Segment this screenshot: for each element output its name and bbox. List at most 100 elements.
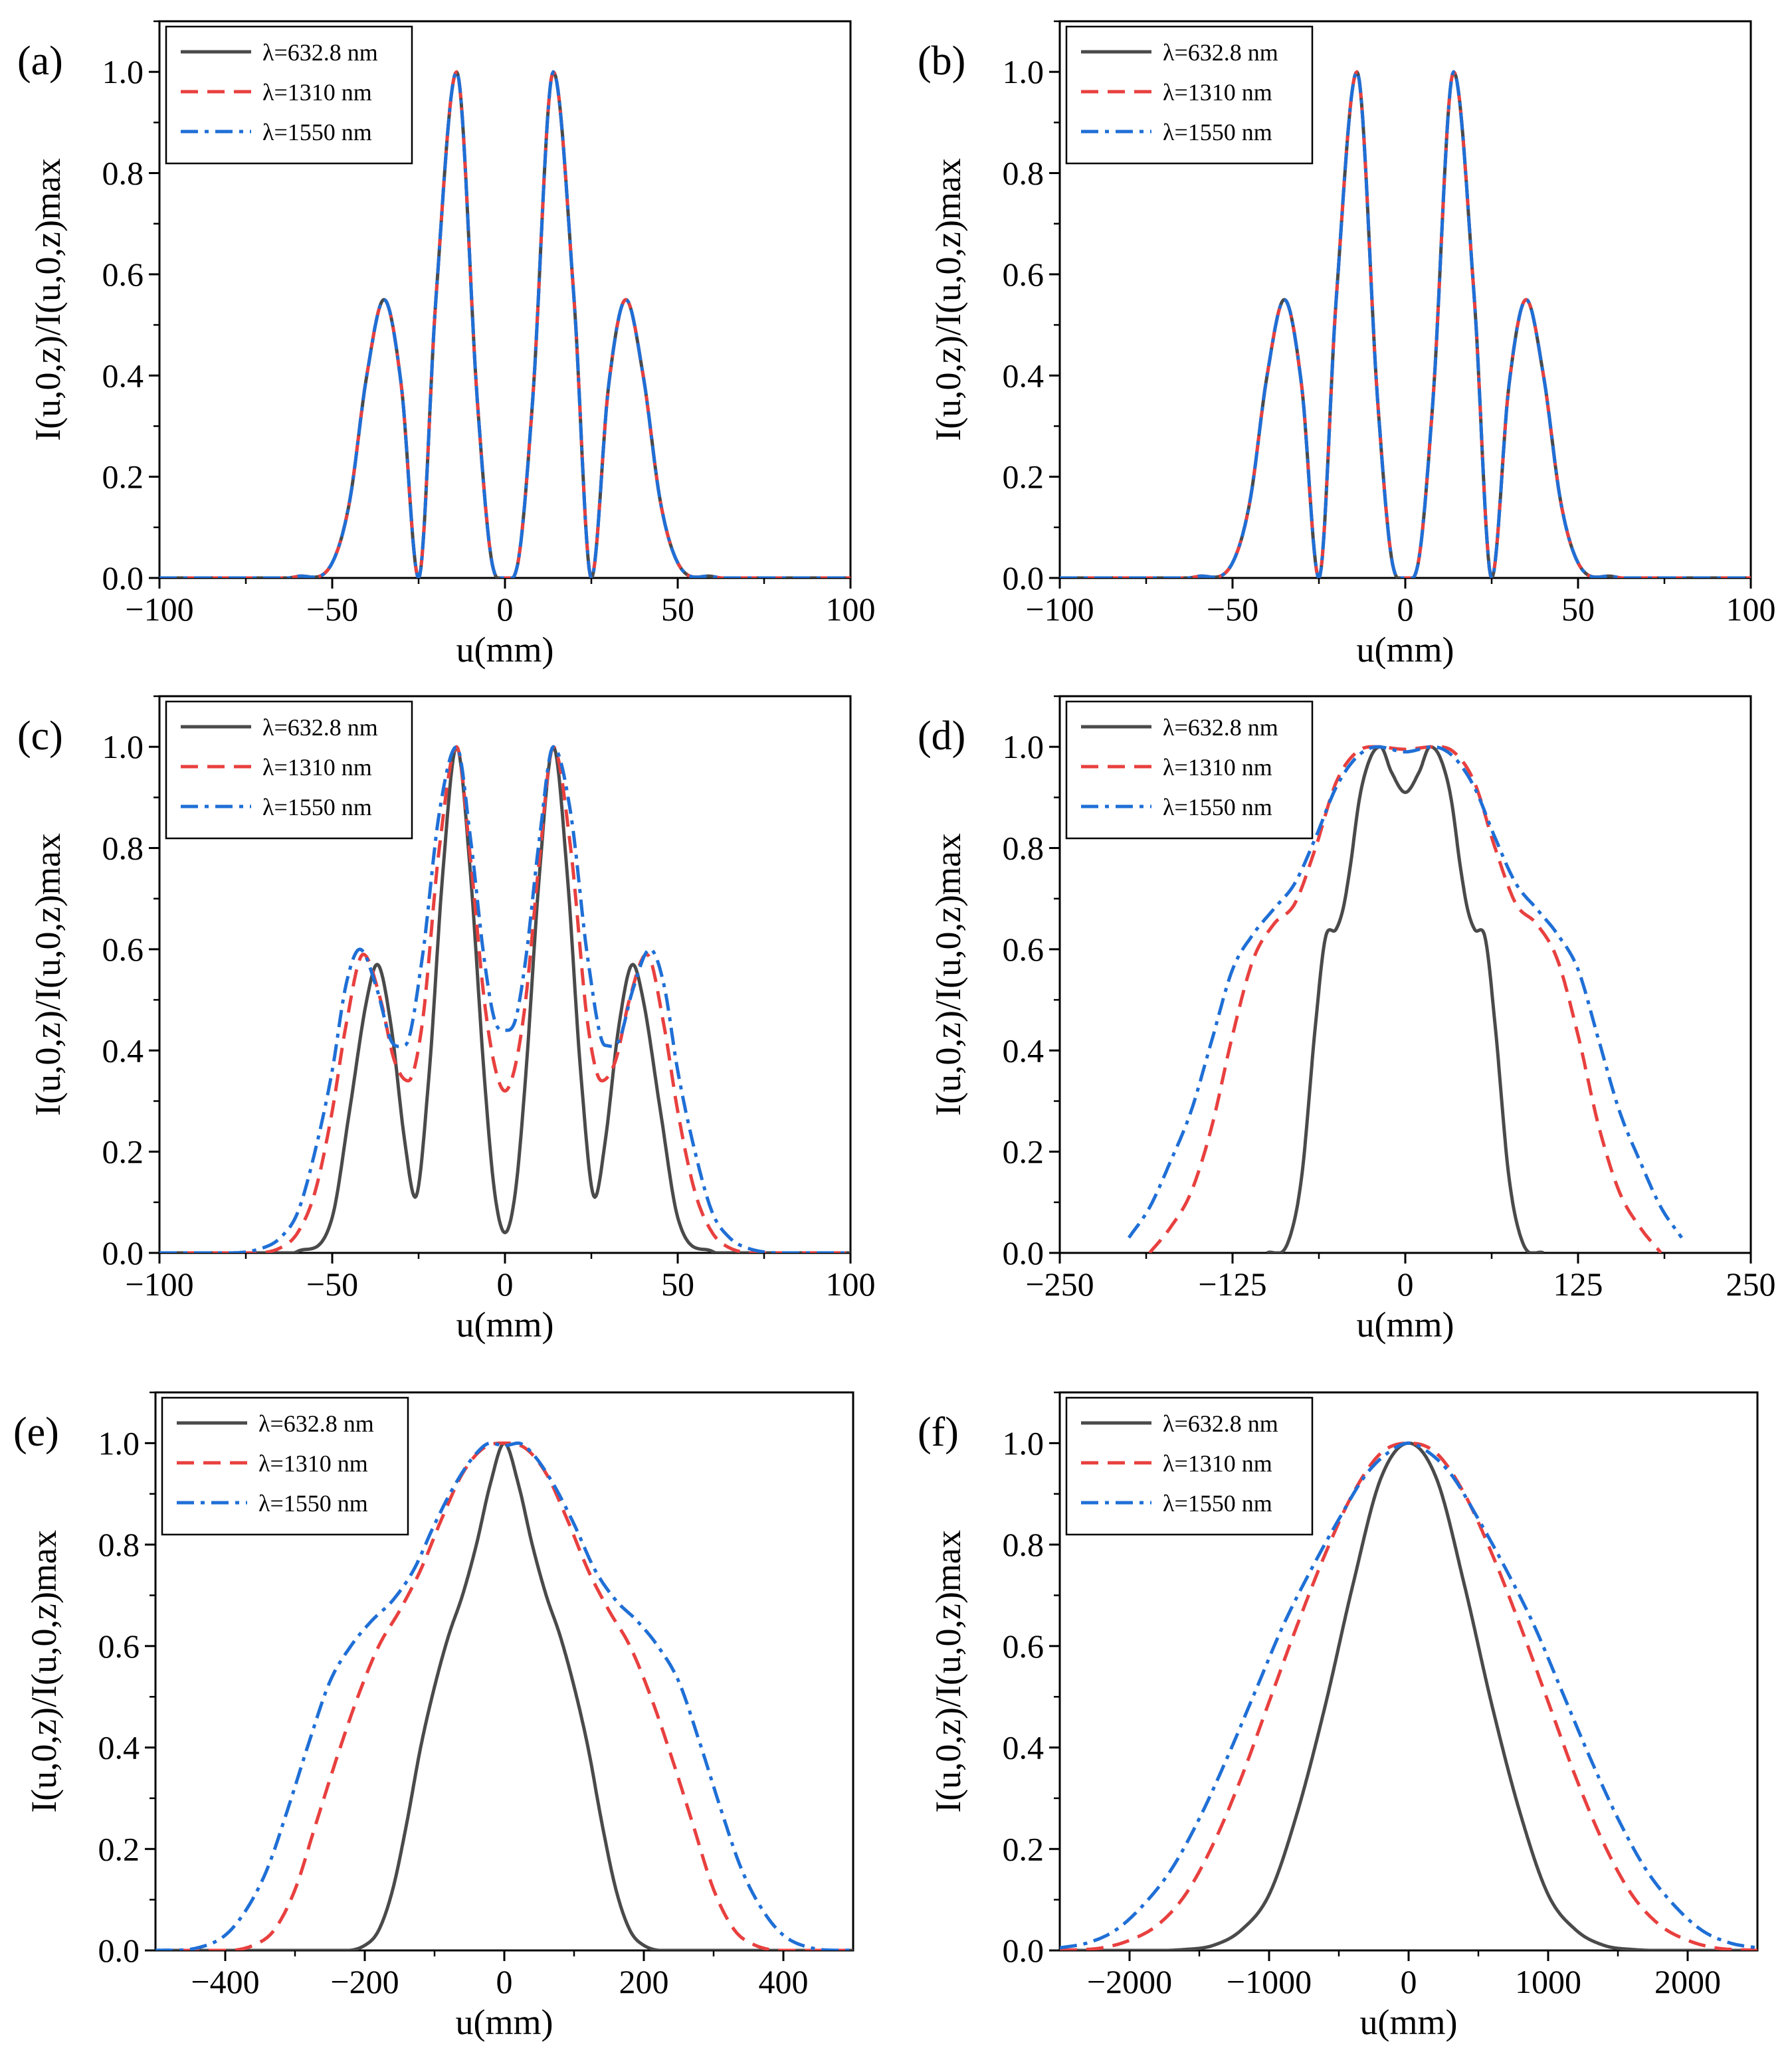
x-axis-title: u(mm) xyxy=(456,2002,553,2042)
legend-label: λ=632.8 nm xyxy=(258,1410,374,1437)
x-tick-label: −50 xyxy=(306,591,358,628)
x-tick-label: −1000 xyxy=(1227,1963,1312,2000)
y-tick-label: 0.8 xyxy=(1003,1526,1044,1563)
legend-box xyxy=(165,25,413,165)
legend-label: λ=1310 nm xyxy=(258,1450,368,1477)
legend-box xyxy=(165,700,413,840)
series-line-c-3 xyxy=(159,745,850,1253)
legend-label: λ=1310 nm xyxy=(1163,754,1272,781)
y-tick-label: 0.8 xyxy=(1003,155,1044,192)
legend: λ=632.8 nm λ=1310 nm λ=1550 nm xyxy=(1065,1396,1314,1536)
legend: λ=632.8 nm λ=1310 nm λ=1550 nm xyxy=(1065,25,1314,165)
legend-label: λ=632.8 nm xyxy=(1163,714,1278,741)
x-axis-title: u(mm) xyxy=(1357,1305,1454,1345)
x-axis-title: u(mm) xyxy=(1360,2002,1458,2042)
y-tick-label: 0.2 xyxy=(102,458,144,496)
legend-label: λ=632.8 nm xyxy=(262,714,378,741)
legend-label: λ=1550 nm xyxy=(1163,119,1272,145)
y-tick-label: 0.2 xyxy=(102,1133,144,1171)
y-tick-label: 1.0 xyxy=(98,1424,140,1461)
y-tick-label: 0.2 xyxy=(1003,1133,1044,1171)
panel-f: −2000 −1000 0 1000 2000 0.0 0.2 0.4 0.6 0.8 1.0 u(m… xyxy=(918,1391,1759,2042)
y-tick-label: 0.4 xyxy=(102,1032,144,1069)
x-tick-label: −100 xyxy=(125,591,193,628)
y-axis-title: I(u,0,z)/I(u,0,z)max xyxy=(24,1530,64,1813)
x-tick-label: 2000 xyxy=(1654,1963,1721,2000)
y-tick-label: 0.0 xyxy=(102,1234,144,1271)
x-tick-label: 0 xyxy=(497,1266,514,1303)
panel-a: −100 −50 0 50 100 0.0 0.2 0.4 0.6 0.8 1.0 u(mm) I(u,… xyxy=(17,20,876,670)
x-tick-label: 100 xyxy=(826,1266,876,1303)
panel-d: −250 −125 0 125 250 0.0 0.2 0.4 0.6 0.8 1.0 u(mm) I(… xyxy=(918,695,1776,1345)
x-tick-label: −100 xyxy=(125,1266,193,1303)
x-tick-label: 400 xyxy=(759,1963,809,2000)
legend-label: λ=1310 nm xyxy=(1163,1450,1272,1477)
y-tick-label: 0.4 xyxy=(98,1729,140,1766)
legend-label: λ=632.8 nm xyxy=(1163,39,1278,66)
x-axis-title: u(mm) xyxy=(456,1305,554,1345)
x-tick-label: −250 xyxy=(1025,1266,1094,1303)
x-tick-label: 100 xyxy=(1726,591,1776,628)
y-tick-label: 0.0 xyxy=(98,1932,140,1969)
legend-label: λ=1550 nm xyxy=(262,794,372,820)
x-tick-label: −400 xyxy=(191,1963,259,2000)
series-line-d-1 xyxy=(1266,745,1545,1253)
panel-label: (a) xyxy=(17,39,63,84)
y-axis-title: I(u,0,z)/I(u,0,z)max xyxy=(28,158,68,441)
x-tick-label: −50 xyxy=(306,1266,358,1303)
x-tick-label: 0 xyxy=(1397,1266,1414,1303)
y-tick-label: 1.0 xyxy=(102,728,144,765)
series-line-f-3 xyxy=(1060,1441,1757,1950)
y-tick-label: 0.8 xyxy=(102,830,144,867)
panel-label: (e) xyxy=(13,1410,59,1455)
panel-label: (b) xyxy=(918,39,965,84)
y-tick-label: 1.0 xyxy=(1003,53,1044,90)
y-tick-label: 0.0 xyxy=(1003,1234,1044,1271)
panel-label: (c) xyxy=(17,713,63,759)
series-line-d-3 xyxy=(1127,745,1684,1239)
y-tick-label: 0.2 xyxy=(1003,1830,1044,1867)
y-tick-label: 0.6 xyxy=(1003,256,1044,293)
legend-label: λ=1310 nm xyxy=(1163,79,1272,106)
x-tick-label: 100 xyxy=(826,591,876,628)
y-tick-label: 0.6 xyxy=(1003,931,1044,968)
series-line-e-3 xyxy=(155,1441,853,1950)
y-tick-label: 0.0 xyxy=(102,559,144,597)
legend-box xyxy=(1065,700,1314,840)
x-tick-label: 0 xyxy=(1401,1963,1417,2000)
y-tick-label: 1.0 xyxy=(1003,1424,1044,1461)
legend-label: λ=1550 nm xyxy=(1163,1490,1272,1517)
x-tick-label: 1000 xyxy=(1515,1963,1581,2000)
x-tick-label: 125 xyxy=(1553,1266,1603,1303)
y-tick-label: 0.6 xyxy=(102,931,144,968)
y-tick-label: 0.6 xyxy=(98,1628,140,1665)
y-tick-label: 0.6 xyxy=(102,256,144,293)
panel-b: −100 −50 0 50 100 0.0 0.2 0.4 0.6 0.8 1.0 u(mm) I(u,… xyxy=(918,20,1776,670)
legend-label: λ=632.8 nm xyxy=(262,39,378,66)
x-tick-label: −50 xyxy=(1207,591,1258,628)
legend-label: λ=1550 nm xyxy=(258,1490,368,1517)
y-tick-label: 0.8 xyxy=(1003,830,1044,867)
y-tick-label: 0.6 xyxy=(1003,1628,1044,1665)
series-line-c-2 xyxy=(159,745,850,1253)
y-tick-label: 1.0 xyxy=(1003,728,1044,765)
legend-box xyxy=(161,1396,409,1536)
panel-label: (d) xyxy=(918,713,965,759)
y-axis-title: I(u,0,z)/I(u,0,z)max xyxy=(928,158,968,441)
y-axis-title: I(u,0,z)/I(u,0,z)max xyxy=(928,833,968,1116)
x-axis-title: u(mm) xyxy=(456,630,554,670)
legend: λ=632.8 nm λ=1310 nm λ=1550 nm xyxy=(165,700,413,840)
y-tick-label: 0.8 xyxy=(102,155,144,192)
y-tick-label: 0.0 xyxy=(1003,559,1044,597)
legend-box xyxy=(1065,1396,1314,1536)
x-tick-label: 50 xyxy=(661,591,694,628)
legend-label: λ=1310 nm xyxy=(262,754,372,781)
y-tick-label: 0.4 xyxy=(1003,1729,1044,1766)
y-tick-label: 0.4 xyxy=(1003,357,1044,394)
legend: λ=632.8 nm λ=1310 nm λ=1550 nm xyxy=(161,1396,409,1536)
y-tick-label: 0.8 xyxy=(98,1526,140,1563)
x-tick-label: 0 xyxy=(1397,591,1414,628)
legend-box xyxy=(1065,25,1314,165)
legend-label: λ=1550 nm xyxy=(262,119,372,145)
